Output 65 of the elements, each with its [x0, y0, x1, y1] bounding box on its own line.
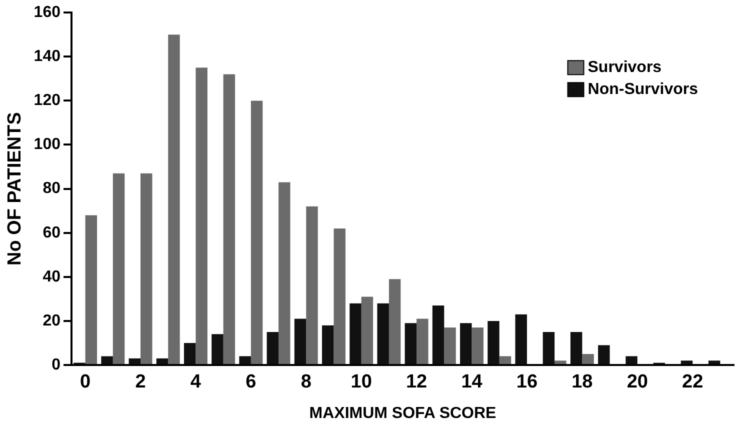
bar [582, 354, 594, 364]
y-axis-title: No OF PATIENTS [4, 112, 26, 266]
bar [680, 360, 693, 364]
bar [294, 318, 306, 364]
bar [184, 342, 196, 364]
bar [239, 356, 251, 364]
x-tick-label: 10 [350, 372, 372, 393]
bar [626, 356, 638, 364]
x-tick-label: 12 [406, 372, 428, 393]
bar [196, 68, 208, 364]
bar [404, 323, 417, 364]
bar [168, 34, 180, 364]
bar [140, 173, 152, 364]
bar [334, 228, 346, 364]
bar [250, 100, 263, 364]
bar [156, 358, 168, 364]
x-tick-label: 6 [246, 372, 256, 393]
x-tick-label: 20 [626, 372, 648, 393]
bar [542, 332, 555, 364]
bar [499, 356, 512, 364]
y-tick-label: 140 [34, 48, 61, 66]
bar [708, 360, 720, 364]
y-tick-label: 40 [42, 268, 61, 286]
bar [278, 182, 290, 364]
bar [128, 358, 141, 364]
x-tick-label: 2 [135, 372, 146, 393]
bar [472, 328, 484, 364]
bar [212, 334, 224, 364]
y-tick-label: 120 [34, 92, 61, 110]
legend-label: Non-Survivors [588, 81, 698, 98]
bar [444, 328, 456, 364]
bar [266, 332, 279, 364]
x-tick-label: 8 [300, 372, 312, 393]
x-tick-label: 16 [516, 372, 538, 393]
bar [515, 314, 527, 364]
bar [598, 345, 610, 364]
y-tick-label: 80 [42, 180, 61, 198]
bar [85, 215, 98, 364]
x-tick-label: 0 [80, 372, 91, 393]
bar [388, 279, 401, 364]
y-tick-label: 0 [52, 356, 61, 374]
bar [460, 323, 472, 364]
bar [570, 332, 582, 364]
bar [223, 74, 236, 364]
x-tick-label: 4 [190, 372, 202, 393]
bar [350, 303, 362, 364]
bar [377, 303, 389, 364]
y-tick-label: 20 [42, 312, 61, 330]
bar [112, 173, 125, 364]
bar [322, 325, 334, 364]
bar [432, 306, 444, 364]
x-tick-label: 18 [572, 372, 593, 393]
bar [101, 356, 113, 364]
y-tick-label: 60 [42, 224, 61, 242]
x-tick-label: 22 [682, 372, 704, 393]
bar [306, 206, 318, 364]
y-tick-label: 100 [34, 136, 61, 154]
bar [488, 320, 500, 364]
bar [361, 296, 374, 364]
bar [554, 360, 566, 364]
legend-label: Survivors [588, 59, 662, 76]
bar [416, 318, 428, 364]
y-tick-label: 160 [34, 4, 61, 22]
x-axis-title: MAXIMUM SOFA SCORE [309, 404, 497, 422]
x-tick-label: 14 [461, 372, 483, 393]
